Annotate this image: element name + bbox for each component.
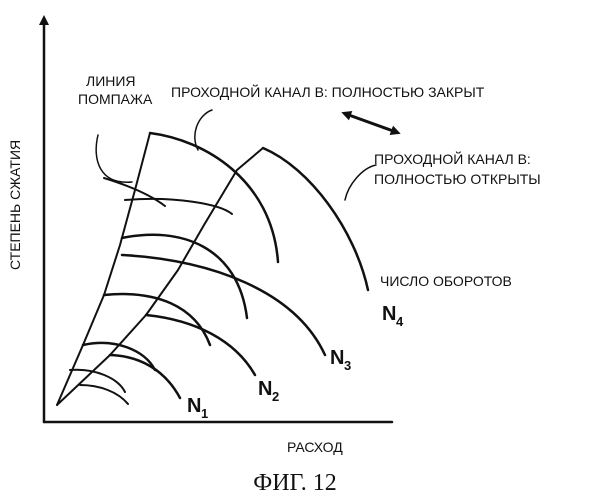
- speed-label-n2: N 2: [258, 378, 279, 404]
- speed-line-open-2: [144, 313, 257, 377]
- speed-line-closed-3: [120, 233, 249, 320]
- speed-line-open-3: [120, 253, 327, 357]
- speed-line-closed-2: [102, 292, 212, 347]
- bypass-closed-label: ПРОХОДНОЙ КАНАЛ В: ПОЛНОСТЬЮ ЗАКРЫТ: [171, 83, 485, 100]
- leader-bypass-open: [344, 164, 377, 201]
- svg-text:2: 2: [272, 389, 279, 404]
- y-axis-label: СТЕПЕНЬ СЖАТИЯ: [7, 140, 23, 270]
- x-axis-label: РАСХОД: [287, 439, 343, 455]
- svg-text:3: 3: [344, 358, 351, 373]
- speed-label: ЧИСЛО ОБОРОТОВ: [380, 273, 512, 289]
- surge-line-label-2: ПОМПАЖА: [78, 91, 153, 107]
- bypass-open-label-2: ПОЛНОСТЬЮ ОТКРЫТЫ: [374, 171, 541, 187]
- speed-line-open-1: [108, 353, 182, 400]
- speed-label-n1: N 1: [187, 395, 208, 421]
- speed-line-closed-1: [81, 341, 157, 372]
- bypass-open-label-1: ПРОХОДНОЙ КАНАЛ В:: [374, 150, 531, 167]
- surge-line-label-1: ЛИНИЯ: [86, 73, 136, 89]
- surge-line-closed: [56, 132, 151, 406]
- svg-text:1: 1: [201, 406, 208, 421]
- speed-line-closed-4: [148, 131, 280, 264]
- speed-line-open-0: [79, 384, 129, 405]
- speed-line-open-4: [261, 146, 370, 292]
- speed-label-n3: N 3: [330, 347, 351, 373]
- svg-text:N: N: [330, 347, 344, 369]
- speed-line-closed-0: [69, 368, 126, 393]
- figure-caption: ФИГ. 12: [253, 470, 336, 496]
- svg-text:N: N: [187, 395, 201, 417]
- speed-label-n4: N 4: [382, 303, 404, 329]
- svg-text:4: 4: [396, 314, 404, 329]
- bypass-toggle-arrow: [341, 110, 401, 136]
- svg-text:N: N: [382, 303, 396, 325]
- axes: [39, 15, 394, 424]
- leader-surge-line: [95, 134, 133, 183]
- leader-bypass-closed: [194, 109, 213, 151]
- speed-line-link-b: [103, 177, 166, 207]
- svg-text:N: N: [258, 378, 272, 400]
- speed-line-link-a: [124, 197, 233, 215]
